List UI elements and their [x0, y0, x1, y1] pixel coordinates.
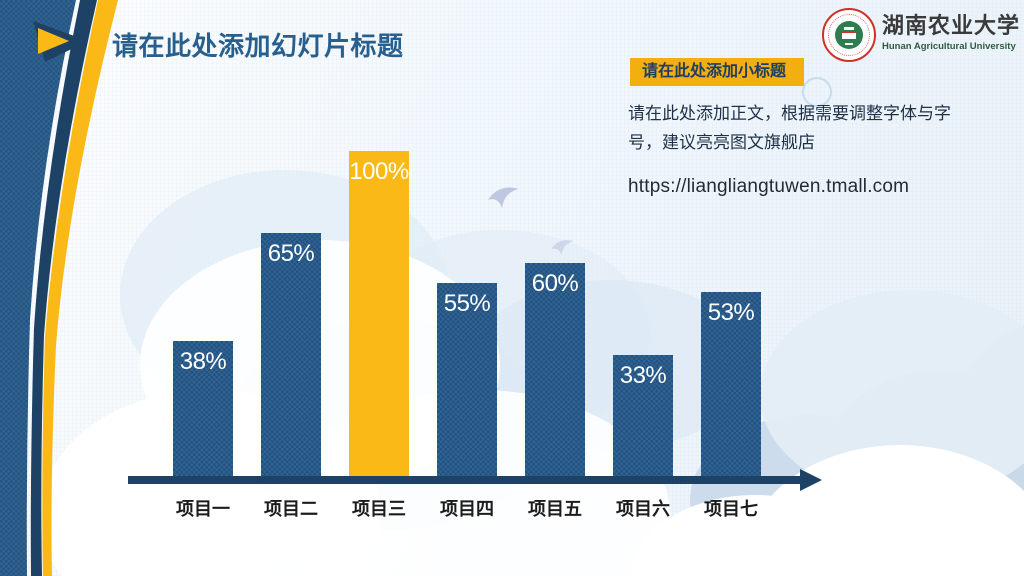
body-text: 请在此处添加正文，根据需要调整字体与字号，建议亮亮图文旗舰店: [628, 104, 951, 152]
category-label-6: 项目六: [616, 499, 670, 519]
bar-4: 55%: [437, 283, 497, 477]
seal-building-icon: [842, 31, 856, 39]
bird-icon: [488, 187, 519, 208]
bar-5: 60%: [525, 263, 585, 477]
category-label-2: 项目二: [264, 499, 318, 519]
store-url: https://liangliangtuwen.tmall.com: [628, 176, 910, 197]
play-triangle-right-icon: [38, 28, 69, 54]
category-label-3: 项目三: [352, 499, 406, 519]
bar-6: 33%: [613, 355, 673, 477]
arrow-right-icon: [800, 469, 822, 491]
seal-core: [835, 21, 863, 49]
decor-ring: [802, 77, 832, 107]
ribbon-dotted-band: [0, 0, 76, 576]
ribbon-yellow-stripe: [42, 0, 119, 576]
category-label-4: 项目四: [440, 499, 494, 519]
slide-title: 请在此处添加幻灯片标题: [112, 31, 404, 61]
bar-value-label: 65%: [267, 240, 315, 267]
university-logo: 湖南农业大学 Hunan Agricultural University: [822, 8, 1020, 62]
ribbon-navy-stripe: [30, 0, 97, 576]
seal-ring-text: [828, 14, 870, 56]
bar-2: 65%: [261, 233, 321, 477]
logo-text: 湖南农业大学 Hunan Agricultural University: [882, 8, 1020, 62]
category-label-1: 项目一: [176, 499, 230, 519]
bar-value-label: 60%: [531, 270, 579, 297]
logo-cn-name: 湖南农业大学: [882, 13, 1021, 39]
category-label-7: 项目七: [704, 499, 758, 519]
bar-value-label: 38%: [179, 348, 227, 375]
university-seal-icon: [822, 8, 876, 62]
bar-value-label: 55%: [443, 290, 491, 317]
logo-en-name: Hunan Agricultural University: [882, 41, 1016, 52]
bar-7: 53%: [701, 292, 761, 477]
left-ribbon-decoration: [0, 0, 119, 576]
bird-icon: [551, 240, 574, 256]
bar-value-label: 53%: [707, 299, 755, 326]
bar-3: 100%: [349, 151, 409, 477]
bar-value-label: 33%: [619, 362, 667, 389]
category-label-5: 项目五: [528, 499, 582, 519]
bar-1: 38%: [173, 341, 233, 477]
bar-value-label: 100%: [349, 158, 409, 185]
subtitle-badge: 请在此处添加小标题: [630, 58, 804, 86]
x-axis-line: [128, 476, 800, 484]
